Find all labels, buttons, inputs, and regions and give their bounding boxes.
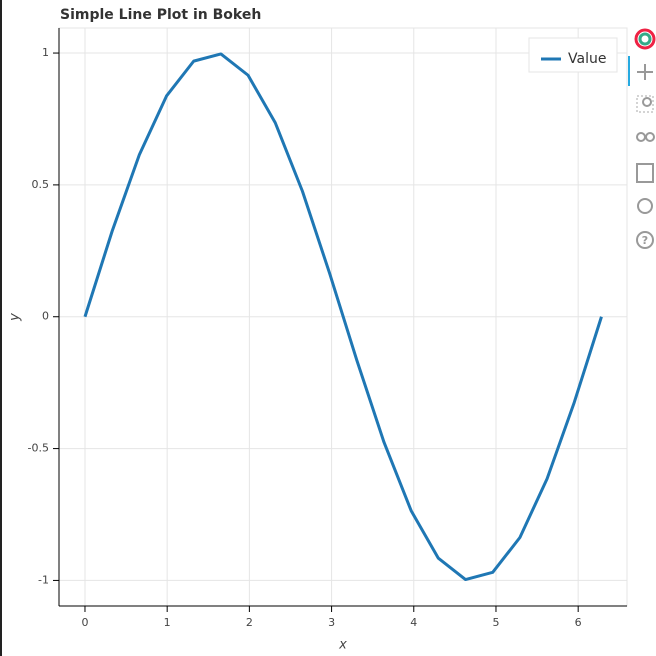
toolbar: ? — [628, 28, 656, 249]
x-tick-label: 0 — [81, 616, 88, 629]
y-tick-label: 0.5 — [32, 178, 50, 191]
x-tick-label: 6 — [575, 616, 582, 629]
legend-box — [528, 37, 618, 73]
x-tick-label: 4 — [410, 616, 417, 629]
page-border — [0, 0, 2, 656]
pan-tool[interactable] — [637, 64, 653, 80]
active-indicator — [628, 56, 630, 86]
x-tick-label: 3 — [328, 616, 335, 629]
line — [83, 52, 603, 582]
reset-tool[interactable] — [637, 198, 653, 214]
bokeh-logo[interactable] — [634, 28, 656, 50]
help-tool[interactable]: ? — [636, 231, 654, 249]
x-tick-label: 1 — [164, 616, 171, 629]
legend: Value — [528, 37, 618, 73]
x-tick-label: 2 — [246, 616, 253, 629]
box-zoom-tool[interactable] — [636, 95, 654, 113]
x-tick-label: 5 — [492, 616, 499, 629]
legend-label: Value — [568, 51, 606, 67]
save-tool[interactable] — [636, 163, 654, 183]
y-tick-label: 0 — [42, 310, 49, 323]
svg-text:?: ? — [642, 234, 648, 247]
chart-title: Simple Line Plot in Bokeh — [60, 7, 261, 23]
x-axis-label: x — [338, 638, 347, 653]
y-tick-label: -1 — [38, 573, 49, 586]
y-tick-label: -0.5 — [28, 442, 49, 455]
y-axis-label: y — [8, 313, 23, 322]
y-tick-label: 1 — [42, 46, 49, 59]
wheel-zoom-tool[interactable] — [636, 132, 655, 142]
